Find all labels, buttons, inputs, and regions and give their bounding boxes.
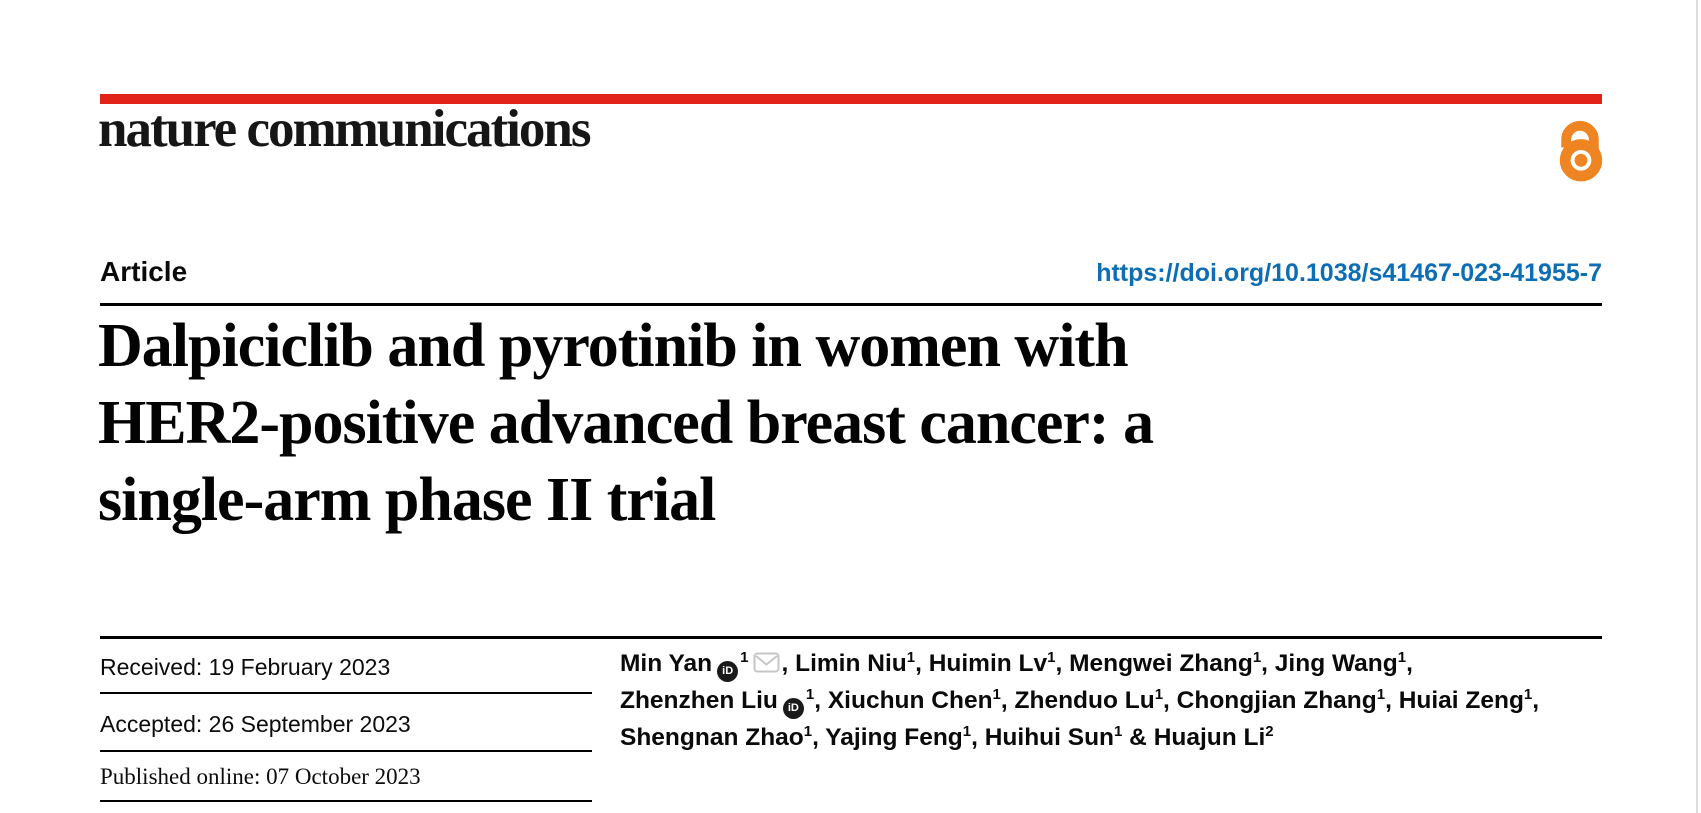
- affiliation-superscript: 1: [803, 722, 813, 740]
- affiliation-superscript: 1: [1376, 685, 1386, 703]
- affiliation-superscript: 1: [1523, 685, 1533, 703]
- author-name: Mengwei Zhang: [1069, 650, 1253, 677]
- author-line: Min Yan iD1, Limin Niu1, Huimin Lv1, Meng…: [620, 645, 1620, 682]
- viewer-right-edge: [1696, 0, 1698, 813]
- author-name: Shengnan Zhao: [620, 724, 804, 751]
- affiliation-superscript: 1: [740, 648, 749, 666]
- affiliation-superscript: 1: [962, 722, 972, 740]
- author-name: Min Yan: [620, 650, 713, 677]
- author-name: Huajun Li: [1153, 724, 1266, 751]
- doi-link[interactable]: https://doi.org/10.1038/s41467-023-41955…: [1096, 259, 1602, 287]
- section-divider: [100, 636, 1602, 639]
- accepted-date: Accepted: 26 September 2023: [100, 694, 592, 752]
- article-title: Dalpiciclib and pyrotinib in women with …: [98, 308, 1558, 539]
- affiliation-superscript: 1: [1252, 648, 1262, 666]
- brand-color-bar: [100, 94, 1602, 104]
- affiliation-superscript: 1: [1154, 685, 1164, 703]
- affiliation-superscript: 1: [1114, 722, 1123, 740]
- publication-timeline: Received: 19 February 2023 Accepted: 26 …: [100, 639, 592, 802]
- author-name: Chongjian Zhang: [1176, 687, 1377, 714]
- author-name: Huimin Lv: [928, 650, 1048, 677]
- email-icon[interactable]: [753, 652, 780, 673]
- article-meta-row: Article https://doi.org/10.1038/s41467-0…: [100, 256, 1602, 288]
- author-name: Xiuchun Chen: [827, 687, 993, 714]
- author-line: Zhenzhen Liu iD1, Xiuchun Chen1, Zhenduo …: [620, 682, 1620, 719]
- open-lock-keyhole: [1574, 153, 1588, 167]
- author-name: Limin Niu: [795, 650, 907, 677]
- affiliation-superscript: 1: [1047, 648, 1056, 666]
- author-line: Shengnan Zhao1, Yajing Feng1, Huihui Sun…: [620, 722, 1274, 751]
- orcid-icon[interactable]: iD: [717, 661, 739, 682]
- author-name: Huihui Sun: [984, 724, 1115, 751]
- published-date: Published online: 07 October 2023: [100, 752, 592, 802]
- affiliation-superscript: 1: [1397, 648, 1407, 666]
- title-line-2: HER2-positive advanced breast cancer: a: [98, 389, 1154, 457]
- orcid-icon[interactable]: iD: [782, 698, 804, 719]
- affiliation-superscript: 1: [805, 685, 815, 703]
- affiliation-superscript: 1: [992, 685, 1001, 703]
- open-lock-body: [1559, 139, 1603, 182]
- author-name: Zhenzhen Liu: [620, 687, 778, 714]
- affiliation-superscript: 2: [1265, 722, 1274, 740]
- open-access-icon: [1559, 120, 1603, 182]
- author-name: Jing Wang: [1274, 650, 1398, 677]
- title-line-1: Dalpiciclib and pyrotinib in women with: [98, 312, 1129, 380]
- author-name: Zhenduo Lu: [1014, 687, 1155, 714]
- author-name: Yajing Feng: [825, 724, 963, 751]
- affiliation-superscript: 1: [906, 648, 916, 666]
- open-lock-shackle: [1561, 120, 1599, 152]
- article-type-label: Article: [100, 256, 188, 287]
- author-list: Min Yan iD1, Limin Niu1, Huimin Lv1, Meng…: [620, 645, 1620, 756]
- title-line-3: single-arm phase II trial: [98, 466, 716, 534]
- header-divider: [100, 303, 1602, 306]
- received-date: Received: 19 February 2023: [100, 639, 592, 694]
- journal-logo: nature communications: [98, 100, 591, 158]
- author-name: Huiai Zeng: [1398, 687, 1524, 714]
